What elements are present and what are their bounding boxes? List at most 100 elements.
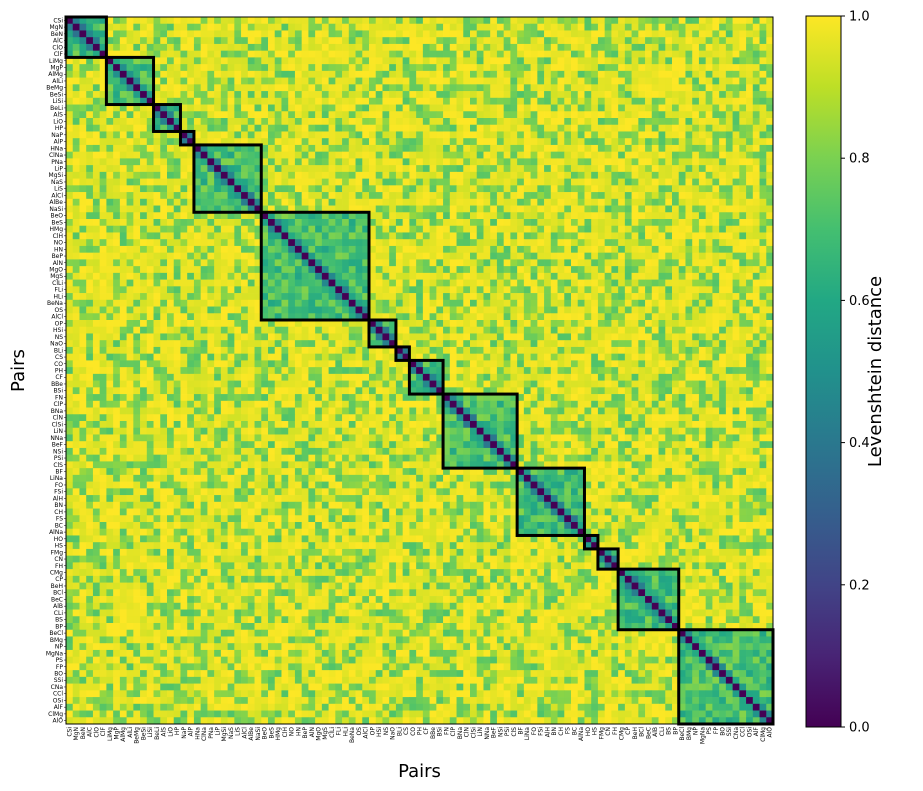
heatmap-cell bbox=[281, 232, 289, 240]
heatmap-cell bbox=[79, 185, 87, 193]
heatmap-cell bbox=[557, 326, 565, 334]
heatmap-cell bbox=[254, 104, 262, 112]
heatmap-cell bbox=[342, 97, 350, 105]
heatmap-cell bbox=[624, 225, 632, 233]
heatmap-cell bbox=[294, 212, 303, 220]
heatmap-cell bbox=[193, 259, 202, 267]
heatmap-cell bbox=[719, 57, 727, 65]
heatmap-cell bbox=[281, 30, 289, 38]
heatmap-cell bbox=[577, 266, 585, 274]
heatmap-cell bbox=[463, 185, 471, 193]
heatmap-cell bbox=[503, 111, 511, 119]
heatmap-cell bbox=[369, 70, 377, 78]
heatmap-cell bbox=[463, 219, 471, 227]
heatmap-cell bbox=[342, 212, 350, 220]
heatmap-cell bbox=[752, 252, 760, 260]
heatmap-cell bbox=[66, 259, 74, 267]
heatmap-cell bbox=[631, 97, 639, 105]
heatmap-cell bbox=[746, 30, 754, 38]
heatmap-cell bbox=[692, 124, 700, 132]
heatmap-cell bbox=[537, 198, 545, 206]
heatmap-cell bbox=[645, 131, 653, 139]
heatmap-cell bbox=[732, 252, 740, 260]
heatmap-cell bbox=[86, 259, 94, 267]
heatmap-cell bbox=[254, 144, 262, 153]
heatmap-cell bbox=[160, 185, 168, 193]
heatmap-cell bbox=[254, 266, 262, 274]
heatmap-cell bbox=[328, 111, 336, 119]
heatmap-cell bbox=[308, 245, 316, 254]
heatmap-cell bbox=[241, 333, 249, 341]
heatmap-cell bbox=[597, 30, 606, 38]
heatmap-cell bbox=[416, 192, 424, 200]
heatmap-cell bbox=[651, 245, 659, 254]
heatmap-cell bbox=[382, 144, 390, 153]
heatmap-cell bbox=[443, 245, 451, 254]
heatmap-cell bbox=[369, 84, 377, 92]
heatmap-cell bbox=[308, 97, 316, 105]
heatmap-cell bbox=[362, 118, 370, 126]
heatmap-cell bbox=[416, 279, 424, 287]
heatmap-cell bbox=[113, 232, 121, 240]
heatmap-cell bbox=[766, 84, 774, 92]
heatmap-cell bbox=[375, 111, 383, 119]
heatmap-cell bbox=[99, 30, 107, 38]
heatmap-cell bbox=[436, 293, 444, 301]
heatmap-cell bbox=[584, 198, 592, 206]
heatmap-cell bbox=[113, 43, 121, 52]
heatmap-cell bbox=[678, 131, 686, 139]
heatmap-cell bbox=[66, 286, 74, 294]
heatmap-cell bbox=[409, 192, 417, 200]
heatmap-cell bbox=[301, 171, 309, 179]
heatmap-cell bbox=[375, 91, 383, 99]
heatmap-cell bbox=[234, 266, 242, 274]
heatmap-cell bbox=[160, 144, 168, 153]
heatmap-cell bbox=[335, 23, 343, 31]
heatmap-cell bbox=[645, 97, 653, 105]
heatmap-cell bbox=[214, 151, 222, 159]
heatmap-cell bbox=[712, 91, 720, 99]
heatmap-cell bbox=[422, 232, 430, 240]
heatmap-cell bbox=[92, 198, 101, 206]
heatmap-cell bbox=[604, 299, 612, 307]
heatmap-cell bbox=[672, 178, 680, 186]
heatmap-cell bbox=[746, 57, 754, 65]
heatmap-cell bbox=[685, 299, 693, 307]
heatmap-cell bbox=[234, 192, 242, 200]
heatmap-cell bbox=[348, 198, 356, 206]
heatmap-cell bbox=[335, 205, 343, 213]
heatmap-cell bbox=[503, 124, 511, 132]
heatmap-cell bbox=[712, 97, 720, 105]
heatmap-cell bbox=[409, 326, 417, 334]
heatmap-cell bbox=[692, 118, 700, 126]
heatmap-cell bbox=[173, 266, 181, 274]
heatmap-cell bbox=[180, 70, 188, 78]
heatmap-cell bbox=[476, 43, 484, 52]
heatmap-cell bbox=[321, 320, 329, 328]
heatmap-cell bbox=[530, 205, 538, 213]
heatmap-cell bbox=[247, 212, 255, 220]
heatmap-cell bbox=[725, 178, 733, 186]
heatmap-cell bbox=[106, 50, 114, 58]
heatmap-cell bbox=[739, 50, 747, 58]
heatmap-cell bbox=[530, 198, 538, 206]
heatmap-cell bbox=[624, 23, 632, 31]
heatmap-cell bbox=[463, 178, 471, 186]
heatmap-cell bbox=[490, 320, 498, 328]
heatmap-cell bbox=[234, 198, 242, 206]
heatmap-cell bbox=[328, 239, 336, 247]
heatmap-cell bbox=[167, 111, 175, 119]
heatmap-cell bbox=[193, 326, 202, 334]
heatmap-cell bbox=[220, 43, 228, 52]
heatmap-cell bbox=[692, 171, 700, 179]
heatmap-cell bbox=[725, 97, 733, 105]
heatmap-cell bbox=[328, 306, 336, 314]
heatmap-cell bbox=[207, 333, 215, 341]
heatmap-cell bbox=[92, 144, 101, 153]
heatmap-cell bbox=[537, 293, 545, 301]
heatmap-cell bbox=[119, 266, 127, 274]
heatmap-cell bbox=[126, 131, 134, 139]
heatmap-cell bbox=[490, 144, 498, 153]
heatmap-cell bbox=[92, 131, 101, 139]
heatmap-cell bbox=[496, 144, 505, 153]
